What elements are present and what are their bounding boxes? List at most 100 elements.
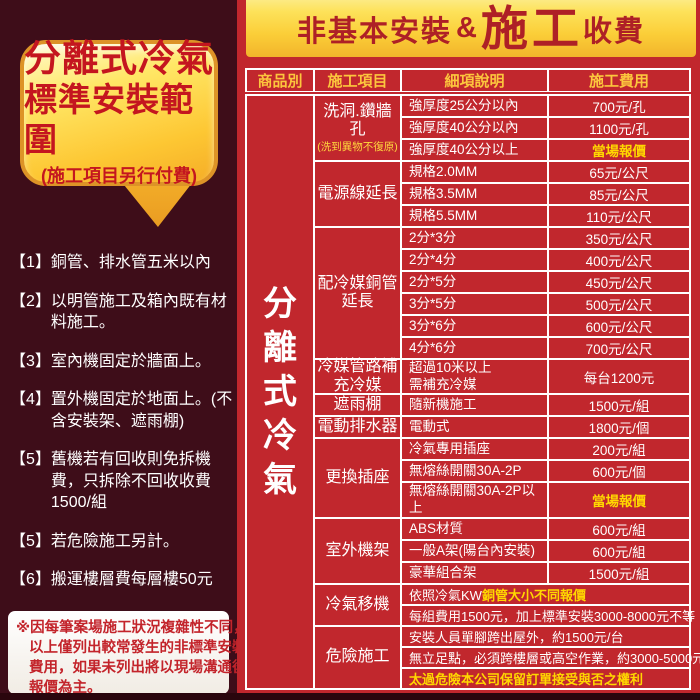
bubble-note: (施工項目另行付費) — [41, 166, 197, 187]
section-label: 配冷媒銅管延長 — [317, 274, 398, 310]
right-panel: 非基本安裝 & 施工 收費 商品別 施工項目 細項說明 施工費用 分離式冷氣洗洞… — [237, 0, 700, 693]
section-label: 洗洞.鑽牆孔 — [323, 103, 392, 139]
merged-detail-text: 每組費用1500元，加上標準安裝3000-8000元不等 — [409, 609, 696, 624]
section-label-cell: 冷氣移機 — [315, 585, 400, 625]
detail-cell: 一般A架(陽台內安裝) — [402, 541, 547, 561]
banner-text-left: 非基本安裝 — [297, 15, 453, 48]
section-label-cell: 冷媒管路補充冷媒 — [315, 358, 400, 394]
standard-scope-list: 【1】 銅管、排水管五米以內【2】 以明管施工及箱內既有材料施工。【3】 室內機固定於… — [10, 252, 234, 608]
page-bottom-edge — [0, 693, 700, 700]
list-item-number: 【2】 — [10, 292, 51, 310]
detail-cell: 3分*6分 — [402, 316, 547, 336]
detail-cell: 電動式 — [402, 417, 547, 438]
list-item: 【5】 若危險施工另計。 — [10, 531, 234, 553]
section-label: 電源線延長 — [317, 184, 398, 202]
detail-cell: 4分*6分 — [402, 338, 547, 358]
section-label: 遮雨棚 — [333, 396, 382, 414]
price-cell: 700元/孔 — [549, 96, 689, 116]
section-label-cell: 電動排水器 — [315, 417, 400, 438]
list-item: 【1】 銅管、排水管五米以內 — [10, 252, 234, 274]
price-cell: 500元/公尺 — [549, 294, 689, 314]
list-item: 【3】 室內機固定於牆面上。 — [10, 351, 234, 373]
list-item-text: 舊機若有回收則免拆機費，只拆除不回收收費1500/組 — [50, 451, 211, 511]
section-label-cell: 洗洞.鑽牆孔 (洗到異物不復原) — [315, 96, 400, 160]
speech-bubble-tail — [122, 183, 192, 227]
product-category-char: 離 — [263, 329, 297, 367]
merged-detail-cell: 安裝人員單腳跨出屋外，約1500元/台 — [402, 627, 689, 646]
price-cell: 400元/公尺 — [549, 250, 689, 270]
left-panel: 分離式冷氣 標準安裝範圍 (施工項目另行付費) 【1】 銅管、排水管五米以內【2】… — [0, 0, 248, 700]
section-label: 冷媒管路補充冷媒 — [317, 358, 398, 394]
merged-detail-cell: 太過危險本公司保留訂單接受與否之權利 — [402, 669, 689, 688]
price-cell: 85元/公尺 — [549, 184, 689, 204]
merged-detail-cell: 無立足點，必須跨樓層或高空作業，約3000-5000元/台 — [402, 648, 700, 667]
price-table-header: 商品別 施工項目 細項說明 施工費用 — [245, 68, 691, 92]
price-cell: 200元/組 — [549, 439, 689, 460]
detail-cell: 2分*3分 — [402, 228, 547, 248]
price-cell: 1800元/個 — [549, 417, 689, 438]
price-cell: 當場報價 — [549, 483, 689, 517]
section-label-cell: 危險施工 — [315, 627, 400, 688]
section-label: 電動排水器 — [317, 418, 398, 436]
section-label: 更換插座 — [325, 468, 390, 486]
header-cell-detail: 細項說明 — [402, 70, 547, 91]
detail-cell: 2分*4分 — [402, 250, 547, 270]
merged-detail-text: 太過危險本公司保留訂單接受與否之權利 — [409, 672, 644, 687]
list-item: 【4】 置外機固定於地面上。(不含安裝架、遮雨棚) — [10, 389, 234, 432]
section-label-cell: 配冷媒銅管延長 — [315, 228, 400, 358]
detail-cell: 無熔絲開關30A-2P以上 — [402, 483, 547, 517]
bubble-title: 分離式冷氣 — [24, 37, 214, 79]
list-item-text: 搬運樓層費每層樓50元 — [50, 571, 213, 588]
section-label: 危險施工 — [325, 648, 390, 666]
list-item-number: 【4】 — [10, 391, 51, 408]
detail-cell: 規格2.0MM — [402, 162, 547, 182]
merged-detail-text: 依照冷氣KW — [409, 588, 482, 603]
list-item: 【6】 搬運樓層費每層樓50元 — [10, 569, 234, 591]
detail-cell: 2分*5分 — [402, 272, 547, 292]
merged-detail-text: 無立足點，必須跨樓層或高空作業，約3000-5000元/台 — [409, 651, 700, 666]
section-label: 冷氣移機 — [325, 595, 390, 613]
list-item-number: 【5】 — [10, 451, 51, 468]
price-cell: 65元/公尺 — [549, 162, 689, 182]
list-item-text: 銅管、排水管五米以內 — [50, 254, 211, 271]
price-cell: 350元/公尺 — [549, 228, 689, 248]
price-cell: 600元/組 — [549, 519, 689, 539]
list-item: 【5】 舊機若有回收則免拆機費，只拆除不回收收費1500/組 — [10, 449, 234, 514]
price-cell: 600元/個 — [549, 461, 689, 482]
price-cell: 110元/公尺 — [549, 206, 689, 226]
banner-text-big: 施工 — [480, 2, 583, 55]
list-item-number: 【5】 — [10, 532, 51, 550]
detail-cell: 冷氣專用插座 — [402, 439, 547, 460]
detail-cell: 超過10米以上 需補充冷媒 — [402, 360, 547, 394]
list-item-text: 室內機固定於牆面上。 — [50, 352, 211, 370]
detail-cell: 強厚度40公分以內 — [402, 118, 547, 138]
footnote-line: ※因每筆案場施工狀況複雜性不同， — [16, 620, 248, 636]
header-cell-fee: 施工費用 — [549, 70, 689, 91]
bubble-subtitle: 標準安裝範圍 — [24, 81, 194, 158]
footnote-line: 以上僅列出較常發生的非標準安裝 — [29, 640, 247, 656]
price-table-body: 分離式冷氣洗洞.鑽牆孔 (洗到異物不復原) 強厚度25公分以內 700元/孔 強厚度40… — [245, 94, 700, 690]
list-item: 【2】 以明管施工及箱內既有材料施工。 — [10, 291, 234, 334]
detail-cell: 無熔絲開關30A-2P — [402, 461, 547, 482]
product-category-char: 分 — [263, 285, 297, 323]
price-cell: 700元/公尺 — [549, 338, 689, 358]
section-label-cell: 遮雨棚 — [315, 395, 400, 416]
detail-cell: 規格3.5MM — [402, 184, 547, 204]
section-label: 室外機架 — [325, 541, 390, 559]
product-category-char: 式 — [263, 373, 297, 411]
header-cell-product: 商品別 — [247, 70, 313, 91]
detail-cell: 豪華組合架 — [402, 563, 547, 583]
footnote-line: 報價為主。 — [29, 680, 102, 696]
detail-cell: 強厚度40公分以上 — [402, 140, 547, 160]
product-category-char: 氣 — [263, 461, 297, 499]
price-cell: 1500元/組 — [549, 395, 689, 416]
list-item-text: 置外機固定於地面上。(不含安裝架、遮雨棚) — [50, 391, 233, 430]
detail-cell: 隨新機施工 — [402, 395, 547, 416]
section-label-cell: 電源線延長 — [315, 162, 400, 226]
price-cell: 1500元/組 — [549, 563, 689, 583]
detail-cell: ABS材質 — [402, 519, 547, 539]
list-item-number: 【1】 — [10, 254, 51, 271]
list-item-text: 若危險施工另計。 — [50, 532, 179, 550]
merged-detail-cell: 依照冷氣KW 銅管大小不同報價 — [402, 585, 689, 604]
product-category-char: 冷 — [263, 417, 297, 455]
